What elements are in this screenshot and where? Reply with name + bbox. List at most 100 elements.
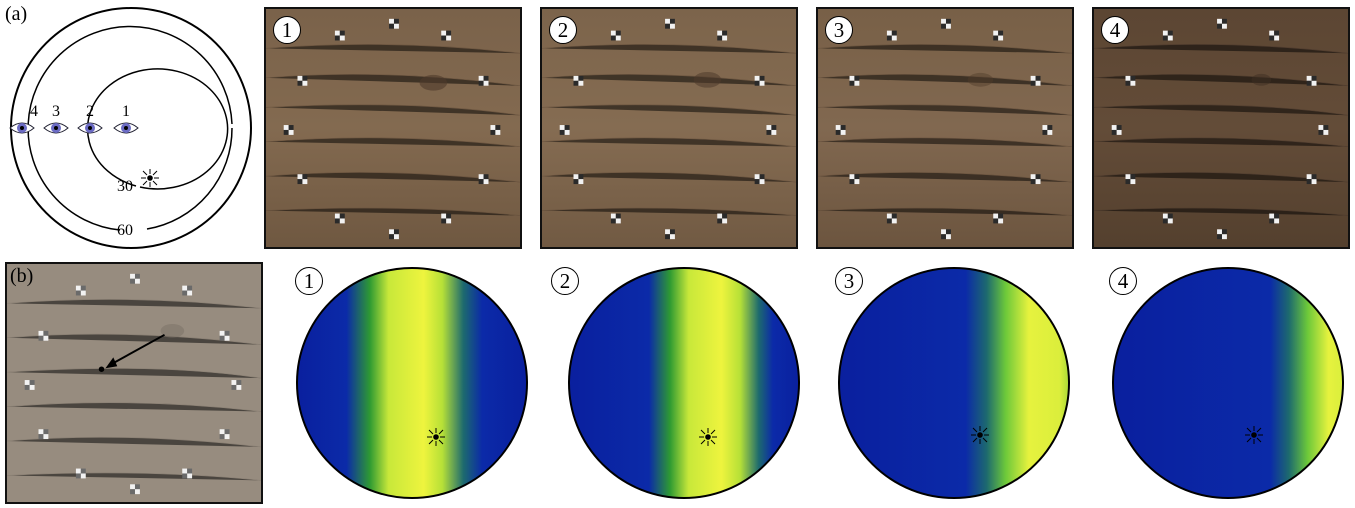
photo-1: 1 — [264, 7, 522, 249]
fiducial-marker — [1030, 174, 1041, 185]
fiducial-marker — [941, 229, 951, 240]
fiducial-marker — [297, 174, 308, 185]
reflectance-map-1 — [295, 266, 529, 500]
fiducial-marker — [1318, 125, 1329, 135]
fiducial-marker — [24, 380, 35, 390]
map-number-badge-2: 2 — [551, 267, 579, 295]
viewpoint-label-1: 1 — [122, 103, 130, 120]
fiducial-marker — [559, 125, 570, 135]
fiducial-marker — [1162, 30, 1173, 41]
photo-number-badge-3: 3 — [825, 16, 853, 44]
fiducial-marker — [441, 213, 452, 224]
fiducial-marker — [478, 75, 489, 86]
fiducial-marker — [1042, 125, 1053, 135]
light-source-icon — [141, 169, 159, 187]
fiducial-marker — [610, 30, 621, 41]
fiducial-marker — [993, 30, 1004, 41]
light-source-icon — [1245, 426, 1263, 444]
fiducial-marker — [130, 484, 140, 495]
fiducial-marker — [766, 125, 777, 135]
fiducial-marker — [219, 429, 230, 440]
fiducial-marker — [297, 75, 308, 86]
photo-4: 4 — [1092, 7, 1350, 249]
fiducial-marker — [182, 285, 193, 296]
fiducial-marker — [1306, 75, 1317, 86]
viewing-geometry-diagram — [9, 7, 252, 249]
fiducial-marker — [754, 75, 765, 86]
eye-icon-4 — [9, 122, 35, 134]
reflectance-map-4 — [1111, 266, 1345, 500]
ring-label-60: 60 — [117, 222, 133, 239]
fiducial-marker — [1217, 229, 1227, 240]
fiducial-marker — [610, 213, 621, 224]
ring-label-30: 30 — [117, 178, 133, 195]
panel-b-label: (b) — [10, 265, 34, 287]
viewpoint-label-4: 4 — [30, 103, 38, 120]
light-source-icon — [699, 428, 717, 446]
fiducial-marker — [1306, 174, 1317, 185]
fiducial-marker — [665, 229, 675, 240]
fiducial-marker — [283, 125, 294, 135]
fiducial-marker — [573, 174, 584, 185]
fiducial-marker — [38, 429, 49, 440]
fiducial-marker — [717, 30, 728, 41]
fiducial-marker — [1269, 213, 1280, 224]
photo-2: 2 — [540, 7, 798, 249]
fiducial-marker — [478, 174, 489, 185]
wood-photo-4 — [1094, 9, 1348, 247]
ring-60-right — [146, 127, 233, 230]
eye-icon-1 — [113, 122, 139, 134]
fiducial-marker — [665, 18, 675, 29]
viewpoint-label-2: 2 — [86, 103, 94, 120]
reflectance-map-2 — [567, 266, 801, 500]
map-number-badge-3: 3 — [835, 267, 863, 295]
fiducial-marker — [849, 75, 860, 86]
ring-30 — [86, 68, 229, 190]
photo-number-badge-1: 1 — [273, 16, 301, 44]
fiducial-marker — [334, 30, 345, 41]
fiducial-marker — [1217, 18, 1227, 29]
panel-a-label: (a) — [5, 3, 28, 25]
viewpoint-label-3: 3 — [52, 103, 60, 120]
fiducial-marker — [441, 30, 452, 41]
fiducial-marker — [75, 285, 86, 296]
map-number-badge-4: 4 — [1109, 267, 1137, 295]
wood-photo-3 — [818, 9, 1072, 247]
map-number-badge-1-front: 1 — [295, 267, 323, 295]
fiducial-marker — [941, 18, 951, 29]
panel-b: (b) — [5, 262, 263, 504]
photo-3: 3 — [816, 7, 1074, 249]
wood-photo-2 — [542, 9, 796, 247]
fiducial-marker — [130, 273, 140, 284]
fiducial-marker — [182, 468, 193, 479]
fiducial-marker — [886, 213, 897, 224]
fiducial-marker — [1125, 174, 1136, 185]
photo-number-badge-2: 2 — [549, 16, 577, 44]
fiducial-marker — [1030, 75, 1041, 86]
photo-number-badge-4: 4 — [1101, 16, 1129, 44]
fiducial-marker — [38, 330, 49, 341]
fiducial-marker — [75, 468, 86, 479]
arrow-head — [105, 357, 118, 369]
eye-icon-2 — [77, 122, 103, 134]
fiducial-marker — [849, 174, 860, 185]
panel-b-photo — [7, 264, 261, 502]
fiducial-marker — [219, 330, 230, 341]
fiducial-marker — [389, 229, 399, 240]
fiducial-marker — [993, 213, 1004, 224]
fiducial-marker — [1162, 213, 1173, 224]
fiducial-marker — [573, 75, 584, 86]
light-source-icon — [971, 426, 989, 444]
fiducial-marker — [1125, 75, 1136, 86]
fiducial-marker — [717, 213, 728, 224]
light-source-icon — [427, 428, 445, 446]
fiducial-marker — [334, 213, 345, 224]
fiducial-marker — [389, 18, 399, 29]
panel-a: (a) — [0, 0, 262, 250]
ring-60 — [27, 25, 233, 231]
fiducial-marker — [886, 30, 897, 41]
fiducial-marker — [835, 125, 846, 135]
fiducial-marker — [490, 125, 501, 135]
wood-photo-1 — [266, 9, 520, 247]
reflectance-map-3 — [837, 266, 1071, 500]
